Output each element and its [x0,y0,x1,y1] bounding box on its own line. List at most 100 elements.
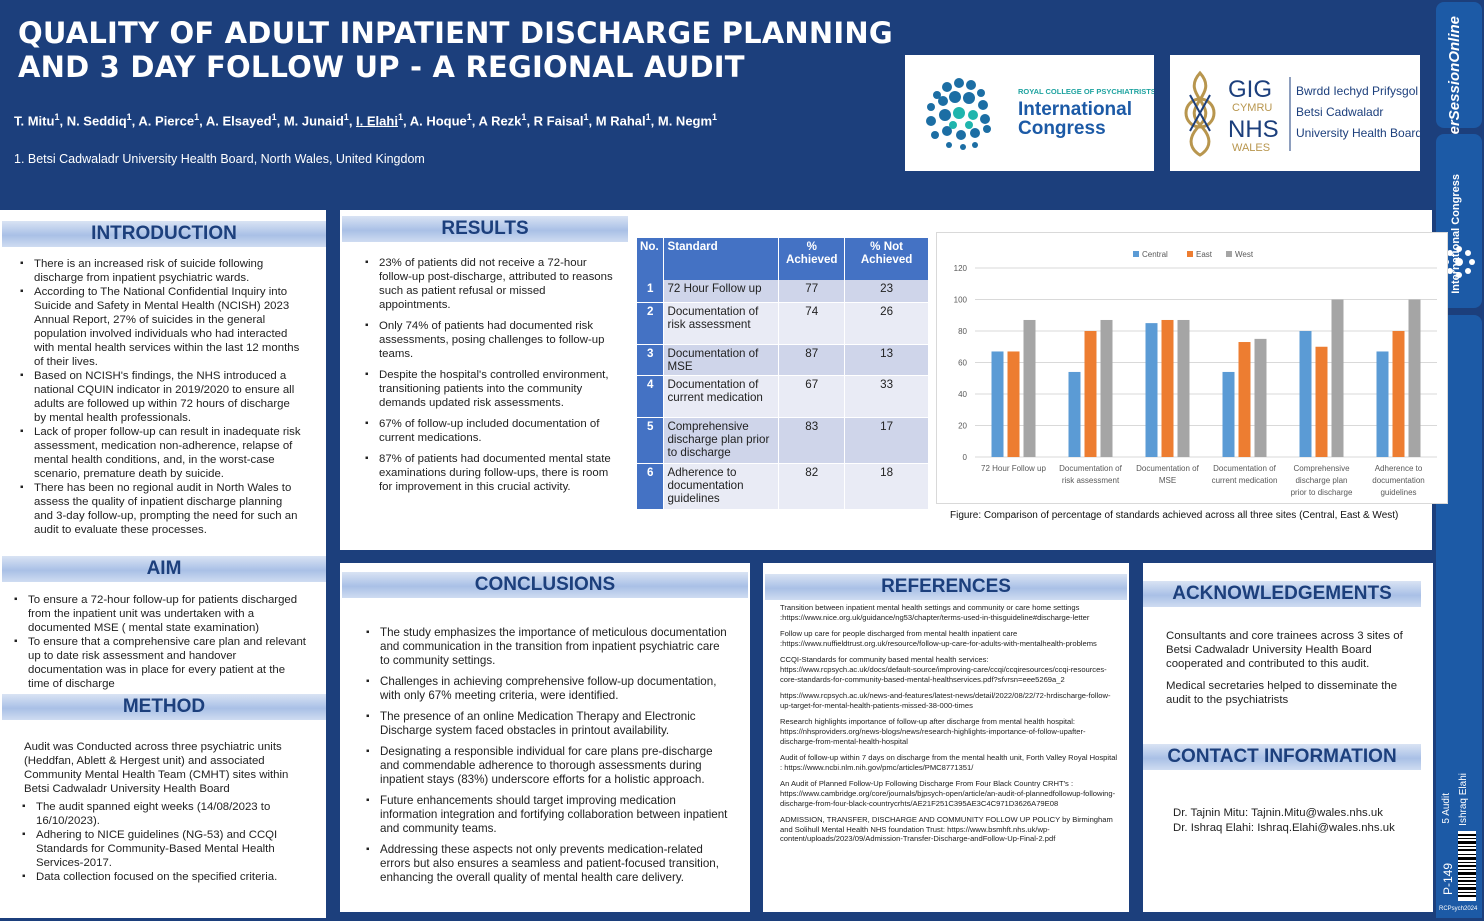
method-heading: METHOD [2,694,326,720]
method-intro: Audit was Conducted across three psychia… [24,741,289,795]
author-name: A. Elsayed [205,113,272,129]
row-standard: 72 Hour Follow up [663,280,780,303]
bar-west [1408,299,1421,457]
logo-nhs-nhs: NHS [1228,116,1279,143]
reference-item: An Audit of Planned Follow-Up Following … [780,779,1116,808]
author-name: M Rahal [595,113,646,129]
bar-west [1254,338,1267,457]
acknowledgements-text: Consultants and core trainees across 3 s… [1166,629,1406,715]
row-achieved: 87 [778,344,846,376]
list-item: Lack of proper follow-up can result in i… [20,425,302,481]
acknowledgement-paragraph: Consultants and core trainees across 3 s… [1166,630,1403,670]
author-name: N. Seddiq [66,113,127,129]
bar-east [1007,351,1020,457]
x-tick-label: Adherence to [1375,464,1423,473]
list-item: There is an increased risk of suicide fo… [20,257,302,285]
y-tick-label: 120 [954,264,968,273]
affiliation: 1. Betsi Cadwaladr University Health Boa… [14,152,425,166]
reference-item: Research highlights importance of follow… [780,717,1086,746]
title-line-2: AND 3 DAY FOLLOW UP - A REGIONAL AUDIT [18,50,745,84]
x-tick-label: Documentation of [1059,464,1122,473]
contact-info: Dr. Tajnin Mitu: Tajnin.Mitu@wales.nhs.u… [1173,806,1423,836]
poster-title: QUALITY OF ADULT INPATIENT DISCHARGE PLA… [18,16,898,84]
list-item: The study emphasizes the importance of m… [366,626,730,668]
logo-rcpsych-line1: ROYAL COLLEGE OF PSYCHIATRISTS [1018,87,1154,96]
row-standard: Comprehensive discharge plan prior to di… [663,417,780,464]
author-affiliation-mark: 1 [194,112,200,122]
author-name: A. Pierce [138,113,195,129]
legend-label: West [1235,250,1254,259]
poster-session-strip: PosterSessionOnline [1436,2,1482,167]
x-tick-label: guidelines [1380,488,1416,497]
row-achieved: 82 [778,463,846,510]
barcode-icon [1458,831,1476,901]
author-name: R Faisal [533,113,584,129]
author-name: M. Junaid [283,113,344,129]
row-achieved: 74 [778,302,846,345]
reference-item: ADMISSION, TRANSFER, DISCHARGE AND COMMU… [780,815,1113,844]
logo-nhs-cymru: CYMRU [1232,102,1272,114]
introduction-heading: INTRODUCTION [2,221,326,247]
introduction-list: There is an increased risk of suicide fo… [20,257,302,537]
row-achieved: 77 [778,280,846,303]
bar-east [1392,331,1405,457]
table-row: 1 72 Hour Follow up 77 23 [637,280,929,303]
row-not-achieved: 23 [844,280,929,303]
author-affiliation-mark: 1 [583,112,589,122]
bar-west [1177,319,1190,457]
reference-item: Transition between inpatient mental heal… [780,603,1090,622]
row-achieved: 67 [778,375,846,418]
list-item: The presence of an online Medication The… [366,710,730,738]
x-tick-label: risk assessment [1062,476,1120,485]
bar-west [1100,319,1113,457]
row-number: 3 [637,344,665,376]
poster-author: Ishraq Elahi [1458,773,1469,826]
bar-east [1084,331,1097,457]
table-header-row: No. Standard % Achieved % Not Achieved [637,238,929,280]
references-heading: REFERENCES [765,574,1127,600]
author-name: M. Negm [657,113,713,129]
conclusions-list: The study emphasizes the importance of m… [366,626,730,892]
list-item: Despite the hospital's controlled enviro… [365,368,615,410]
bar-central [1299,331,1312,457]
x-tick-label: prior to discharge [1291,488,1353,497]
legend-swatch-west [1226,251,1232,257]
author-affiliation-mark: 1 [712,112,718,122]
author-affiliation-mark: 1 [521,112,527,122]
x-tick-label: Documentation of [1213,464,1276,473]
bar-east [1238,342,1251,457]
contact-heading: CONTACT INFORMATION [1143,744,1421,770]
bar-west [1023,319,1036,457]
acknowledgements-panel [1143,563,1433,912]
bar-central [1145,323,1158,457]
author-affiliation-mark: 1 [645,112,651,122]
x-tick-label: 72 Hour Follow up [981,464,1046,473]
logo-nhs-line1: Bwrdd Iechyd Prifysgol [1296,84,1418,98]
list-item: Designating a responsible individual for… [366,745,730,787]
aim-list: To ensure a 72-hour follow-up for patien… [14,593,306,691]
table-row: 5 Comprehensive discharge plan prior to d… [637,417,929,464]
list-item: 23% of patients did not receive a 72-hou… [365,256,615,312]
row-not-achieved: 33 [844,375,929,418]
list-item: To ensure that a comprehensive care plan… [14,635,306,691]
table-row: 6 Adherence to documentation guidelines 82… [637,463,929,510]
contact-line: Dr. Tajnin Mitu: Tajnin.Mitu@wales.nhs.u… [1173,807,1383,819]
reference-item: CCQI-Standards for community based menta… [780,655,1107,684]
y-tick-label: 20 [958,422,967,431]
legend-label: East [1196,250,1213,259]
row-number: 6 [637,463,665,510]
list-item: 67% of follow-up included documentation … [365,417,615,445]
y-tick-label: 0 [963,453,968,462]
bar-central [991,351,1004,457]
logo-rcpsych-line2: International [1018,99,1132,120]
row-not-achieved: 17 [844,417,929,464]
aim-heading: AIM [2,556,326,582]
logo-nhs-wales: WALES [1232,142,1270,154]
x-tick-label: Comprehensive [1293,464,1350,473]
logo-nhs-gig: GIG [1228,76,1272,103]
row-achieved: 83 [778,417,846,464]
references-panel [763,563,1129,912]
reference-item: Audit of follow-up within 7 days on disc… [780,753,1118,772]
y-tick-label: 60 [958,359,967,368]
author-list: T. Mitu1, N. Seddiq1, A. Pierce1, A. Els… [14,112,718,129]
